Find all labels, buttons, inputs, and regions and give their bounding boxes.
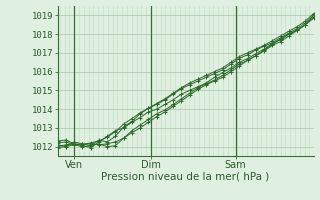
X-axis label: Pression niveau de la mer( hPa ): Pression niveau de la mer( hPa ) <box>101 172 270 182</box>
